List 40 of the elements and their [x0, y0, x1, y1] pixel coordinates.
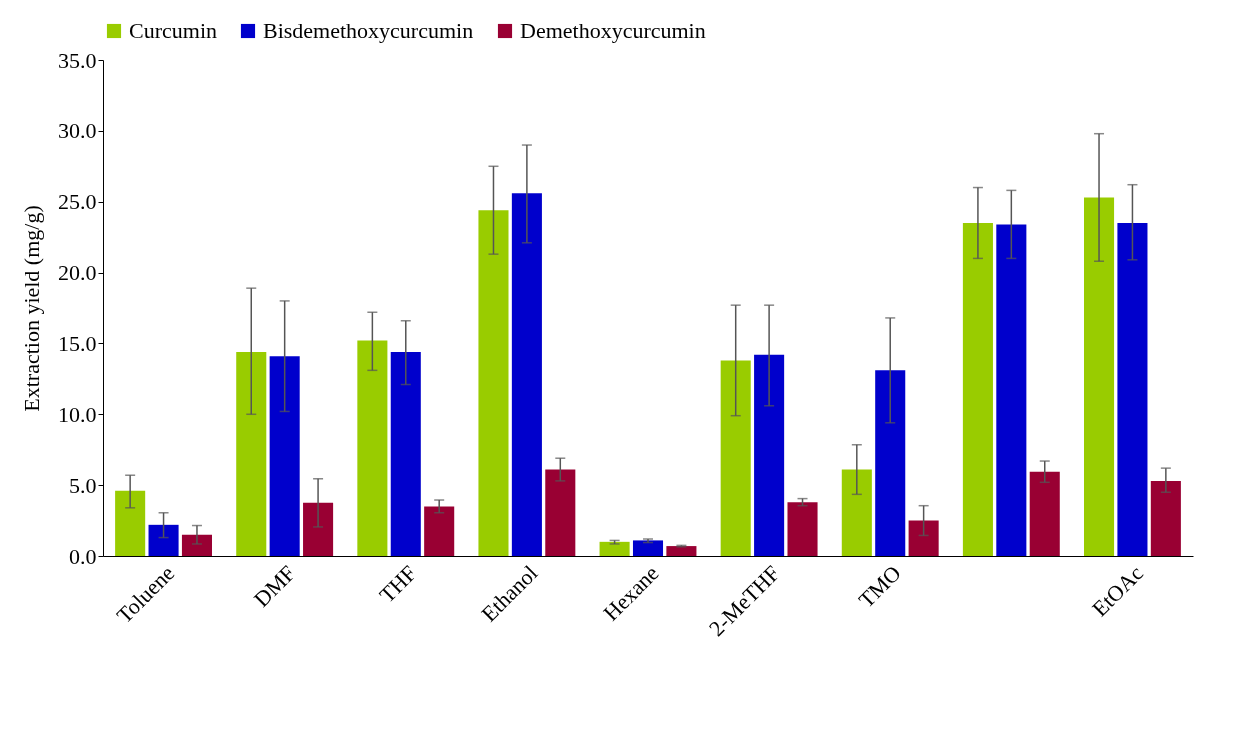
x-tick-label: THF	[374, 560, 422, 608]
bar	[1150, 480, 1181, 556]
bar	[996, 224, 1027, 556]
bar	[1029, 471, 1060, 556]
y-tick-label: 25.0	[58, 189, 97, 215]
bar	[148, 524, 179, 556]
bar	[357, 340, 388, 556]
bar	[511, 193, 542, 556]
bar	[181, 534, 212, 556]
bar	[236, 351, 267, 556]
bar	[875, 370, 906, 556]
y-tick-label: 5.0	[69, 472, 97, 498]
bar	[599, 541, 630, 556]
bar	[1084, 197, 1115, 556]
bar	[908, 520, 939, 556]
bar	[666, 546, 697, 556]
y-tick-label: 20.0	[58, 260, 97, 286]
y-tick-label: 10.0	[58, 401, 97, 427]
bar	[632, 540, 664, 556]
bar	[115, 490, 146, 556]
y-tick-label: 35.0	[58, 47, 97, 73]
legend-label: Demethoxycurcumin	[520, 18, 706, 43]
y-tick-label: 15.0	[58, 330, 97, 356]
y-tick-label: 0.0	[69, 543, 97, 569]
legend-label: Curcumin	[129, 18, 217, 43]
bar	[787, 502, 818, 556]
bar	[754, 354, 785, 556]
bar	[424, 506, 455, 556]
bar	[390, 351, 421, 556]
bar	[303, 502, 334, 556]
legend-label: Bisdemethoxycurcumin	[263, 18, 474, 43]
bar	[545, 469, 576, 556]
bar	[962, 222, 993, 556]
y-tick-label: 30.0	[58, 118, 97, 144]
y-axis-title: Extraction yield (mg/g)	[19, 205, 44, 412]
bar	[269, 356, 300, 556]
bar	[841, 469, 872, 556]
bar	[720, 360, 751, 556]
bar	[478, 210, 509, 556]
bar	[1117, 222, 1148, 556]
